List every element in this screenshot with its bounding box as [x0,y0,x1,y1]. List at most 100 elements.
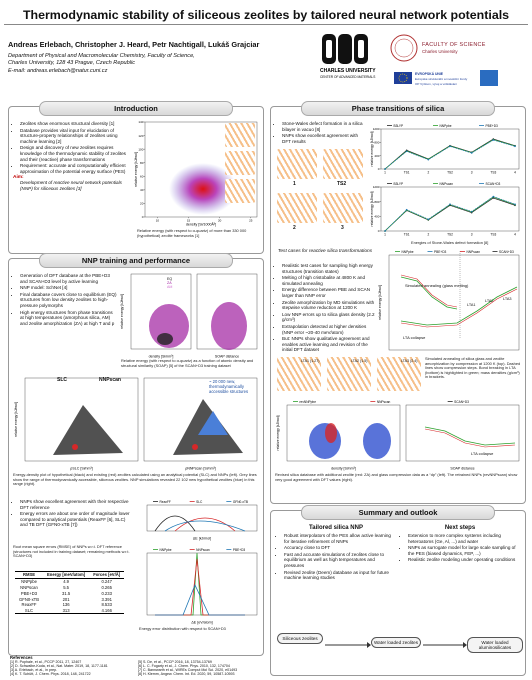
affiliation-line: Department of Physical and Macromolecula… [8,53,195,59]
curve [400,274,458,308]
panel-label: NNPscan [99,377,121,383]
caption: Revised silica database with additional … [275,472,518,482]
data-point [470,210,473,213]
caption: Relative energy (with respect to α-quart… [121,358,254,368]
seal [394,38,414,58]
bullet-item: Generation of DFT database at the PBE+D3… [20,273,117,284]
x-tick-label: 3 [471,233,473,237]
plot-frame [380,186,520,232]
x-tick-label: 15 [187,218,191,222]
legend-label: SLC [196,500,203,504]
panel-label: SLC [57,377,67,383]
y-axis-label: relative energy [kJ/mol] [14,402,18,437]
table-row: NNPscan 5.5 0.265 [15,585,124,591]
legend-label: PBE+D3 [233,548,246,552]
data-point [427,218,430,221]
structure-image [377,357,421,391]
logo-shape [338,34,352,64]
authors: Andreas Erlebach, Christopher J. Heard, … [8,40,260,49]
data-point [514,145,516,148]
table-cell: 5.5 [63,584,70,590]
y-tick-label: 1200 [373,185,380,189]
table-cell: ReaxFF [21,602,37,608]
histogram: ΔE [kJ/mol] ReaxFF SLC GFN0-xTB [146,500,258,541]
plot-frame [286,404,401,462]
logo-shape [326,40,332,58]
flow-step: Water loaded aluminosilicates [467,637,523,653]
bullet-item: Energy errors are about one order of mag… [20,511,131,528]
section-heading: Phase transitions of silica [301,101,495,116]
bullet-item: Extrapolation detected at higher densiti… [282,324,375,335]
plot-frame [380,128,520,170]
data-point [514,203,516,206]
x-tick-label: 3 [471,171,473,175]
curve [155,558,245,616]
eu-flag [394,72,412,84]
histogram: ΔE [eV/atom] NNPpbe NNPscan PBE+D3 [146,548,258,625]
scatter-chart: relative energy [kJ/mol] density [Si/nm³]… [276,400,520,471]
legend-label: SCAN+D3 [499,250,514,254]
table-cell: 313 [43,607,90,615]
legend-entry: ZA [167,281,172,286]
table-header-cell: Energy [meV/atom] [43,571,90,579]
data-point [405,208,408,211]
line-chart: relative energy [kJ/mol] 0 400 800 1200 1 TS1 2… [370,124,520,175]
x-axis-label: ρSLC [Si/nm³] [70,467,92,471]
training-section: NNP training and performance Generation … [8,253,264,656]
data-point [405,150,408,153]
aim-label: Aim: [13,175,24,181]
data-point [449,203,451,206]
structure-label: 1 [293,181,296,187]
logos: CHARLES UNIVERSITY CENTER OF ADVANCED MA… [320,34,498,86]
y-tick-label: 800 [374,200,379,204]
y-tick-label: 100 [138,147,143,151]
bullet-list: Robust interpolators of the PES allow ac… [277,533,395,581]
table-cell: 0.233 [101,590,112,596]
structure-image [277,193,317,223]
bullet-item: NNPs show excellent agreement with DFT r… [282,133,367,144]
table-cell: GFN0-xTB [19,596,40,602]
bullet-item: Requirement: accurate and computationall… [20,163,131,174]
legend-label: revNNPpbe [300,400,317,404]
annotation: ~ 20 000 new, thermodynamically accessib… [209,379,249,394]
bullet-item: Robust interpolators of the PES allow ac… [284,533,395,544]
legend-label: NNPscan [377,400,391,404]
table-cell: 8.533 [101,602,112,608]
logo-text: Evropské strukturální a investiční fondy [415,77,468,81]
reference-item: [2] D. Schwalbe-Koda, et al., Nat. Mater… [10,664,108,668]
bullet-item: Extension to more complex systems includ… [408,533,519,544]
structure-image [225,179,255,203]
point-cloud [192,444,198,450]
legend-label: PBE+D3 [486,124,499,128]
annotation: LTA collapse [403,335,426,340]
curve [400,286,518,326]
data-point [427,158,430,161]
summary-section: Summary and outlook Tailored silica NNP … [270,505,526,676]
series-line [384,197,516,232]
caption: Energies of Stone-Wales defect formation… [411,240,489,245]
y-axis-label: relative energy [kJ/mol] [134,152,138,187]
data-point [384,230,386,232]
bullet-item: Design and discovery of new zeolites req… [20,145,131,162]
curve [424,426,516,446]
x-axis-label: ρNNPscan [Si/nm³] [185,467,216,471]
table-cell: NNPpbe [21,579,37,585]
logo-text: EVROPSKÁ UNIE [415,71,444,76]
legend-label: NNPpbe [402,250,414,254]
x-axis-label: ΔE [eV/atom] [191,621,212,625]
seal [390,34,418,62]
x-tick-label: 20 [218,218,222,222]
logo-text: FACULTY OF SCIENCE [422,42,486,48]
y-axis-label: relative energy [kJ/mol] [370,192,374,227]
bullet-item: Stone-Wales defect formation in a silica… [282,121,367,132]
series-line [384,138,516,170]
table-cell: 136 [62,602,70,608]
structure-image [327,357,371,391]
point-cloud [363,423,391,459]
bullet-item: Energy difference between PBE and SCAN l… [282,287,375,298]
line-chart: relative energy [kJ/mol] NNPpbe PBE+D3 NNPs… [378,250,520,351]
x-tick-label: 4 [514,171,516,175]
line-chart: relative energy [kJ/mol] 0 400 800 1200 1 TS1 2… [370,182,520,237]
table-cell: 4.166 [89,607,125,615]
legend: EQ ZA AM [167,277,172,290]
